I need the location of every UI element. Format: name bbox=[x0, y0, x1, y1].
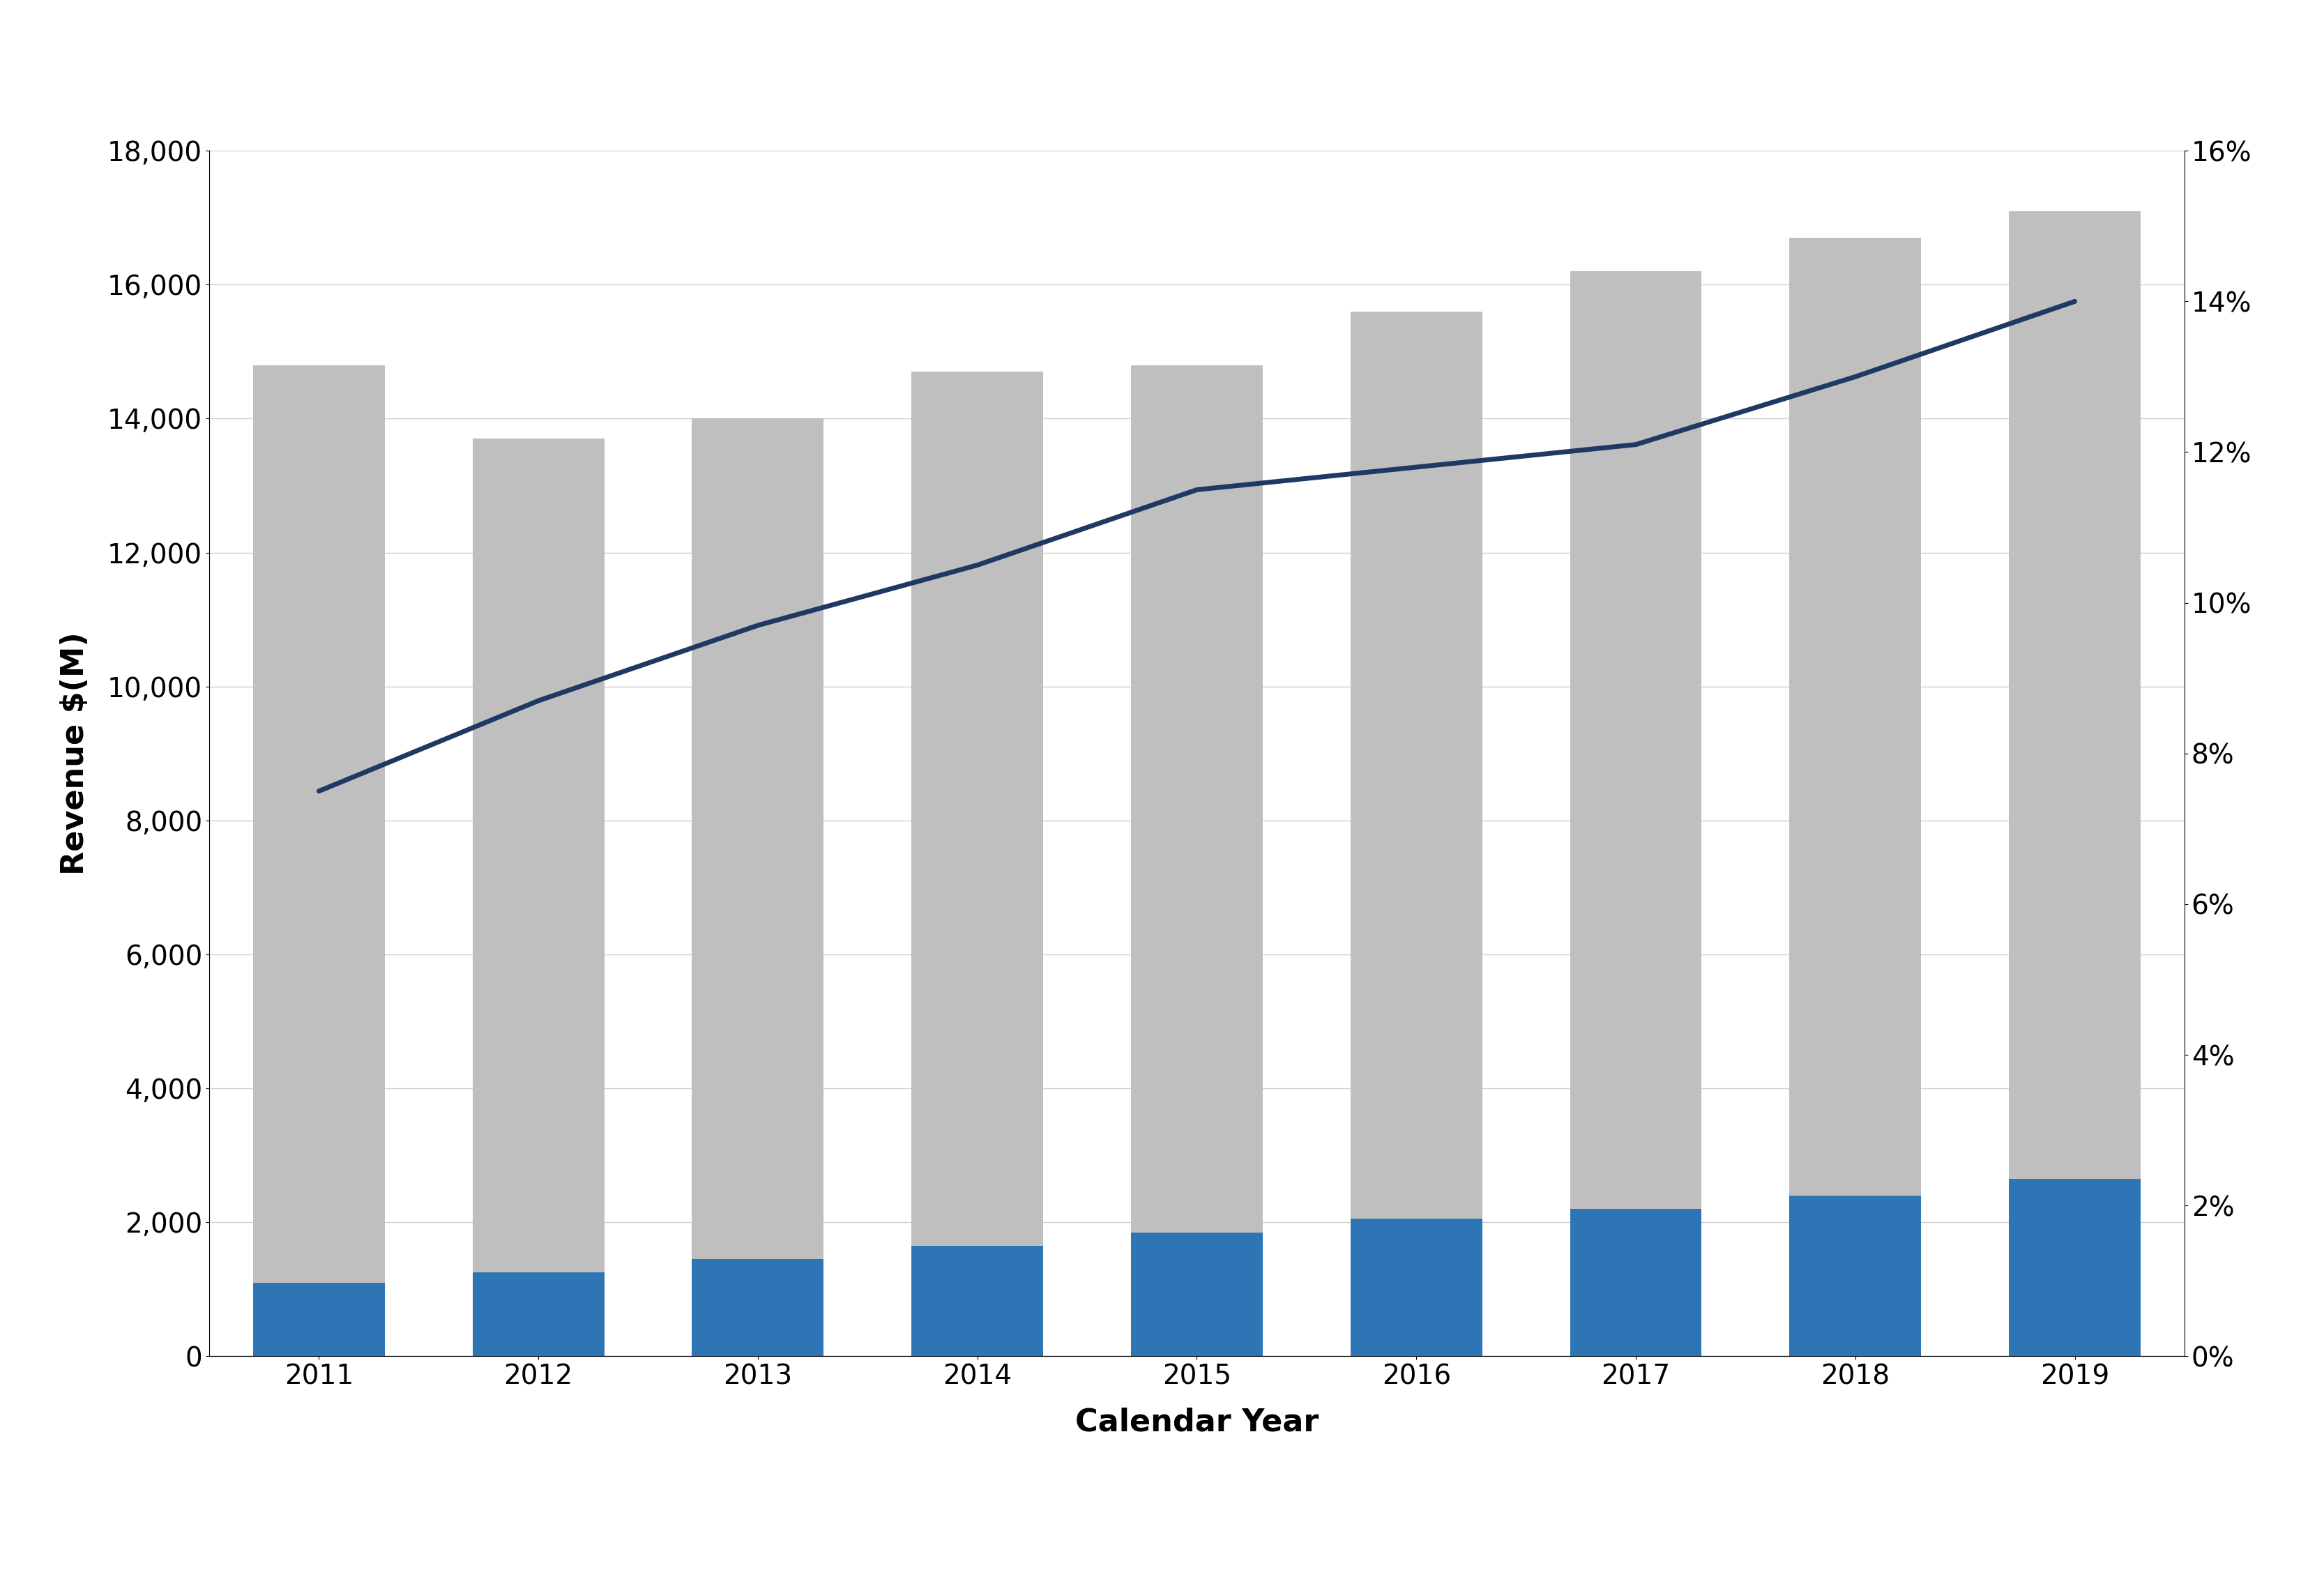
Bar bbox=[472, 1273, 604, 1356]
Bar bbox=[253, 1282, 386, 1356]
Bar bbox=[253, 364, 386, 1356]
Bar bbox=[1132, 364, 1262, 1356]
Legend: IoT Applications, Non-IoT Applications, Penetration Rate: IoT Applications, Non-IoT Applications, … bbox=[562, 1575, 1831, 1577]
Bar bbox=[1350, 1219, 1483, 1356]
Line: Penetration Rate: Penetration Rate bbox=[318, 301, 2075, 792]
Text: MCU market in IoT applications compared to markets outside of IoT: MCU market in IoT applications compared … bbox=[232, 55, 1785, 95]
Penetration Rate bbox=[2061, 292, 2089, 311]
Penetration Rate bbox=[744, 617, 772, 636]
Bar bbox=[1789, 238, 1922, 1356]
Bar bbox=[1571, 1210, 1701, 1356]
Penetration Rate bbox=[525, 691, 553, 710]
Bar bbox=[693, 418, 823, 1356]
Bar bbox=[911, 1246, 1043, 1356]
Bar bbox=[472, 438, 604, 1356]
Bar bbox=[2008, 1178, 2140, 1356]
Bar bbox=[1571, 271, 1701, 1356]
X-axis label: Calendar Year: Calendar Year bbox=[1076, 1407, 1318, 1437]
Penetration Rate bbox=[1622, 435, 1650, 454]
Penetration Rate bbox=[304, 782, 332, 801]
Bar bbox=[1350, 311, 1483, 1356]
Bar bbox=[2008, 211, 2140, 1356]
Penetration Rate bbox=[1401, 457, 1429, 476]
Penetration Rate bbox=[1183, 481, 1211, 500]
Bar bbox=[1132, 1232, 1262, 1356]
Bar bbox=[1789, 1195, 1922, 1356]
Bar bbox=[911, 372, 1043, 1356]
Y-axis label: Revenue $(M): Revenue $(M) bbox=[60, 632, 91, 875]
Penetration Rate bbox=[964, 555, 992, 574]
Penetration Rate bbox=[1841, 367, 1868, 386]
Bar bbox=[693, 1258, 823, 1356]
